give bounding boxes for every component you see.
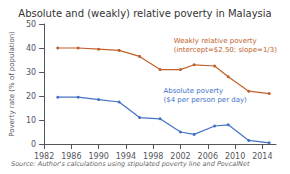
svg-text:Poverty rate (% of population): Poverty rate (% of population): [8, 31, 16, 137]
svg-text:0: 0: [31, 140, 36, 149]
svg-text:10: 10: [26, 116, 36, 125]
svg-text:2014: 2014: [252, 152, 272, 161]
svg-text:1986: 1986: [61, 151, 82, 161]
svg-text:40: 40: [26, 44, 36, 53]
svg-text:2010: 2010: [224, 151, 246, 161]
svg-text:30: 30: [26, 68, 36, 77]
svg-text:1994: 1994: [115, 151, 137, 161]
svg-text:(intercept=$2.50; slope=1/3): (intercept=$2.50; slope=1/3): [174, 46, 277, 54]
svg-text:1982: 1982: [33, 151, 55, 161]
svg-text:2002: 2002: [170, 151, 191, 161]
svg-text:20: 20: [26, 92, 36, 101]
svg-text:1998: 1998: [143, 151, 164, 161]
svg-text:Source: Author's calculations: Source: Author's calculations using stip…: [11, 160, 250, 168]
svg-text:1990: 1990: [88, 151, 109, 161]
svg-text:Absolute and (weakly) relative: Absolute and (weakly) relative poverty i…: [18, 8, 271, 19]
svg-text:2006: 2006: [197, 151, 218, 161]
svg-text:50: 50: [26, 20, 36, 29]
svg-text:($4 per person per day): ($4 per person per day): [163, 96, 247, 104]
svg-text:Weakly relative poverty: Weakly relative poverty: [174, 37, 257, 45]
svg-text:Absolute poverty: Absolute poverty: [163, 87, 223, 95]
